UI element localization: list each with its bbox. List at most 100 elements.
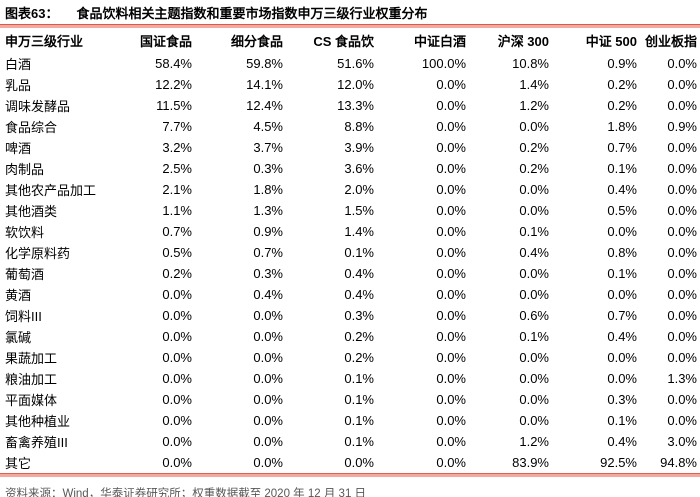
title-rule	[0, 24, 700, 28]
table-row: 肉制品 2.5% 0.3% 3.6% 0.0% 0.2% 0.1% 0.0%	[0, 158, 700, 179]
value-cell: 0.0%	[667, 287, 697, 302]
industry-cell: 黄酒	[5, 288, 32, 303]
value-cell: 0.0%	[253, 434, 283, 449]
value-cell: 0.1%	[344, 392, 374, 407]
value-cell: 4.5%	[253, 119, 283, 134]
value-cell: 0.0%	[253, 308, 283, 323]
value-cell: 3.6%	[344, 161, 374, 176]
industry-cell: 啤酒	[5, 141, 32, 156]
table-row: 其他农产品加工 2.1% 1.8% 2.0% 0.0% 0.0% 0.4% 0.0%	[0, 179, 700, 200]
industry-cell: 饲料III	[5, 309, 42, 324]
industry-cell: 其它	[5, 456, 32, 471]
value-cell: 0.0%	[519, 119, 549, 134]
industry-cell: 乳品	[5, 78, 32, 93]
table-row: 食品综合 7.7% 4.5% 8.8% 0.0% 0.0% 1.8% 0.9%	[0, 116, 700, 137]
value-cell: 0.2%	[344, 350, 374, 365]
value-cell: 0.0%	[667, 350, 697, 365]
column-header: 中证 500	[585, 34, 637, 49]
value-cell: 0.4%	[253, 287, 283, 302]
value-cell: 0.0%	[667, 245, 697, 260]
value-cell: 0.1%	[607, 413, 637, 428]
industry-cell: 葡萄酒	[5, 267, 45, 282]
value-cell: 1.3%	[667, 371, 697, 386]
industry-cell: 氯碱	[5, 330, 32, 345]
column-header: 中证白酒	[413, 34, 466, 49]
industry-cell: 软饮料	[5, 225, 45, 240]
value-cell: 0.0%	[519, 266, 549, 281]
table-row: 乳品 12.2% 14.1% 12.0% 0.0% 1.4% 0.2% 0.0%	[0, 74, 700, 95]
value-cell: 0.4%	[607, 182, 637, 197]
value-cell: 0.0%	[436, 350, 466, 365]
value-cell: 0.0%	[436, 413, 466, 428]
figure-title-text: 食品饮料相关主题指数和重要市场指数申万三级行业权重分布	[76, 6, 428, 21]
column-header: 申万三级行业	[5, 34, 84, 49]
value-cell: 92.5%	[600, 455, 637, 470]
value-cell: 0.0%	[253, 329, 283, 344]
industry-cell: 粮油加工	[5, 372, 58, 387]
value-cell: 0.0%	[436, 203, 466, 218]
value-cell: 0.0%	[667, 224, 697, 239]
table-row: 调味发酵品 11.5% 12.4% 13.3% 0.0% 1.2% 0.2% 0.0%	[0, 95, 700, 116]
table-row: 其他酒类 1.1% 1.3% 1.5% 0.0% 0.0% 0.5% 0.0%	[0, 200, 700, 221]
value-cell: 7.7%	[162, 119, 192, 134]
value-cell: 0.4%	[519, 245, 549, 260]
value-cell: 0.0%	[667, 98, 697, 113]
figure-label: 图表63：	[5, 6, 59, 21]
value-cell: 0.0%	[436, 455, 466, 470]
column-header: 细分食品	[230, 34, 283, 49]
value-cell: 0.0%	[667, 77, 697, 92]
industry-cell: 食品综合	[5, 120, 58, 135]
value-cell: 2.5%	[162, 161, 192, 176]
value-cell: 0.0%	[519, 392, 549, 407]
table-header: 申万三级行业 国证食品 细分食品 CS 食品饮 中证白酒 沪深 300 中证 500 创业板指	[0, 28, 700, 53]
value-cell: 12.2%	[155, 77, 192, 92]
table-row: 氯碱 0.0% 0.0% 0.2% 0.0% 0.1% 0.4% 0.0%	[0, 326, 700, 347]
value-cell: 1.2%	[519, 434, 549, 449]
value-cell: 0.0%	[162, 434, 192, 449]
value-cell: 100.0%	[421, 56, 466, 71]
industry-cell: 其他酒类	[5, 204, 58, 219]
value-cell: 13.3%	[337, 98, 374, 113]
column-header: 创业板指	[644, 34, 697, 49]
value-cell: 0.5%	[607, 203, 637, 218]
value-cell: 0.5%	[162, 245, 192, 260]
value-cell: 0.0%	[667, 308, 697, 323]
table-row: 粮油加工 0.0% 0.0% 0.1% 0.0% 0.0% 0.0% 1.3%	[0, 368, 700, 389]
value-cell: 0.0%	[162, 287, 192, 302]
value-cell: 0.0%	[162, 371, 192, 386]
header-row: 申万三级行业 国证食品 细分食品 CS 食品饮 中证白酒 沪深 300 中证 500 创业板指	[0, 28, 700, 53]
value-cell: 0.0%	[519, 350, 549, 365]
value-cell: 0.4%	[344, 266, 374, 281]
table-row: 软饮料 0.7% 0.9% 1.4% 0.0% 0.1% 0.0% 0.0%	[0, 221, 700, 242]
value-cell: 0.0%	[436, 245, 466, 260]
value-cell: 0.2%	[607, 98, 637, 113]
source-note: 资料来源：Wind，华泰证券研究所；权重数据截至 2020 年 12 月 31 …	[5, 488, 367, 497]
value-cell: 0.0%	[162, 413, 192, 428]
industry-cell: 化学原料药	[5, 246, 71, 261]
value-cell: 0.0%	[162, 329, 192, 344]
industry-cell: 平面媒体	[5, 393, 58, 408]
value-cell: 0.0%	[607, 224, 637, 239]
value-cell: 0.0%	[519, 413, 549, 428]
value-cell: 11.5%	[156, 98, 192, 113]
value-cell: 1.3%	[253, 203, 283, 218]
value-cell: 0.0%	[436, 287, 466, 302]
value-cell: 0.7%	[607, 308, 637, 323]
value-cell: 1.2%	[519, 98, 549, 113]
value-cell: 83.9%	[512, 455, 549, 470]
table-row: 饲料III 0.0% 0.0% 0.3% 0.0% 0.6% 0.7% 0.0%	[0, 305, 700, 326]
industry-cell: 果蔬加工	[5, 351, 58, 366]
value-cell: 0.1%	[519, 224, 549, 239]
value-cell: 0.0%	[667, 266, 697, 281]
value-cell: 3.2%	[162, 140, 192, 155]
column-header: CS 食品饮	[313, 34, 374, 49]
figure-title: 图表63： 食品饮料相关主题指数和重要市场指数申万三级行业权重分布	[0, 0, 700, 24]
table-row: 其它 0.0% 0.0% 0.0% 0.0% 83.9% 92.5% 94.8%	[0, 452, 700, 473]
value-cell: 0.7%	[607, 140, 637, 155]
value-cell: 0.0%	[667, 329, 697, 344]
value-cell: 0.3%	[607, 392, 637, 407]
value-cell: 1.5%	[344, 203, 374, 218]
value-cell: 3.0%	[667, 434, 697, 449]
industry-cell: 畜禽养殖III	[5, 435, 68, 450]
value-cell: 0.2%	[162, 266, 192, 281]
